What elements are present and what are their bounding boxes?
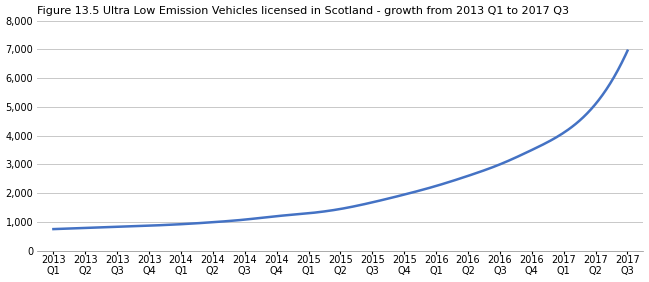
Text: Figure 13.5 Ultra Low Emission Vehicles licensed in Scotland - growth from 2013 : Figure 13.5 Ultra Low Emission Vehicles …: [38, 6, 569, 16]
